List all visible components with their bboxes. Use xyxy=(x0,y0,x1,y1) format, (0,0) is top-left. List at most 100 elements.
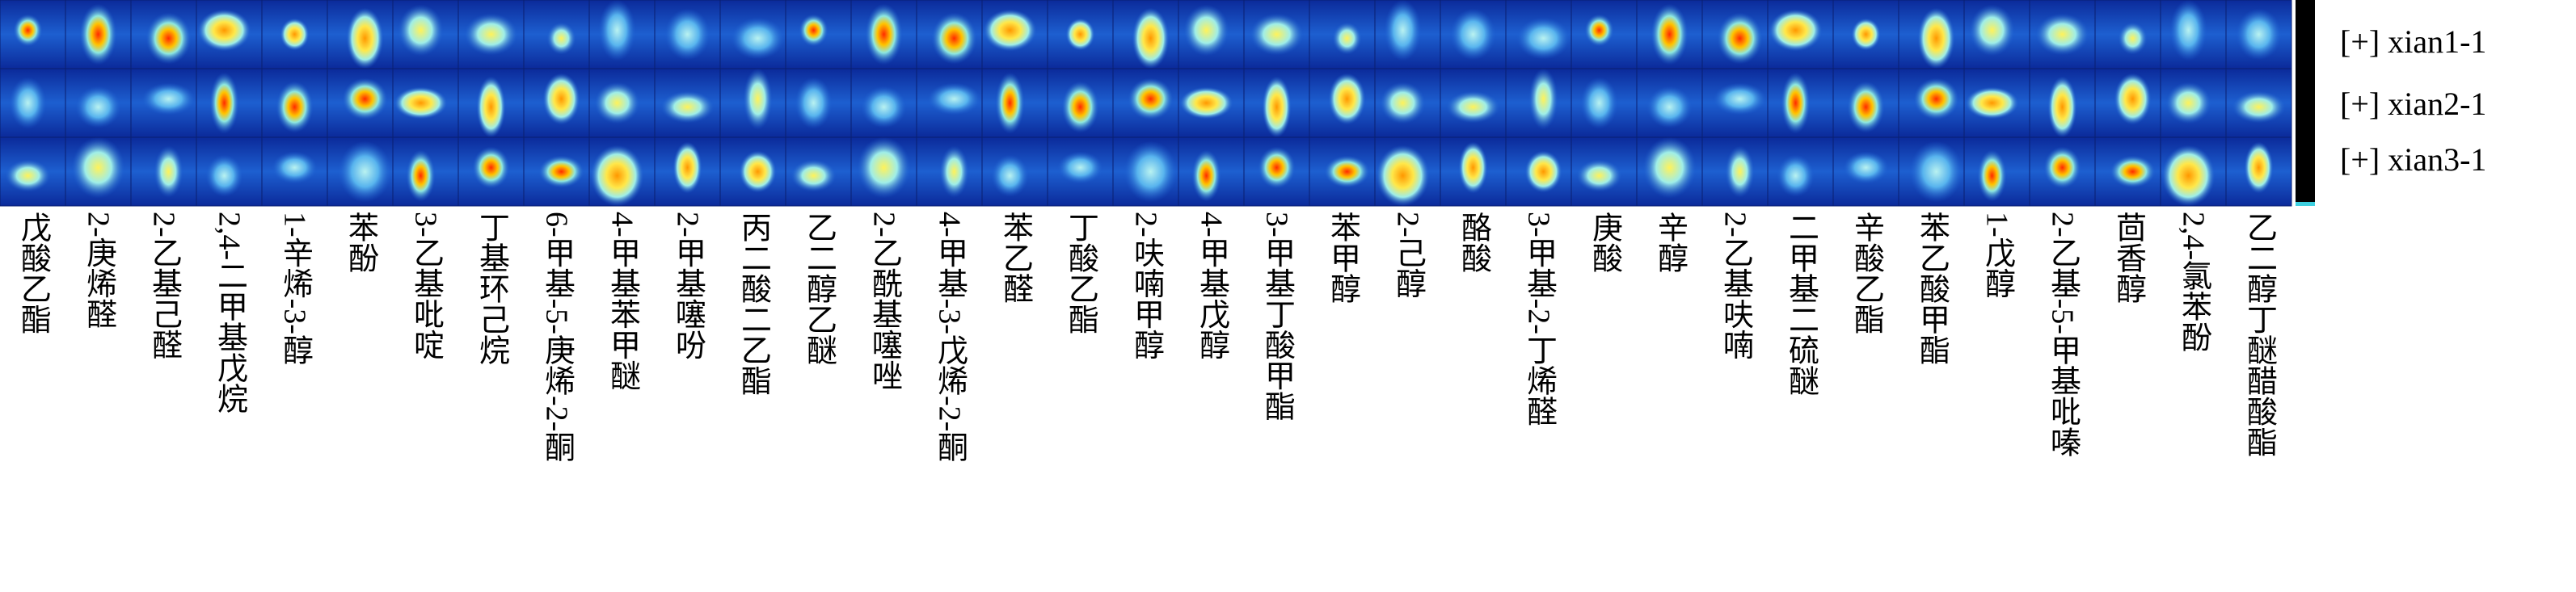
heatmap xyxy=(0,0,2315,207)
cell-peak xyxy=(476,76,506,138)
column-label: 2-甲基噻吩 xyxy=(670,212,705,360)
colorbar xyxy=(2296,0,2315,202)
cell-peak xyxy=(2114,73,2152,125)
column-label: 乙二醇丁醚醋酸酯 xyxy=(2241,212,2276,457)
column-label: 2-乙基-5-甲基吡嗪 xyxy=(2045,212,2080,457)
cell-peak xyxy=(209,72,239,134)
cell-peak xyxy=(865,3,903,65)
cell-peak xyxy=(1651,3,1689,65)
cell-peak xyxy=(1646,86,1693,128)
cell-peak xyxy=(154,145,183,198)
cell-peak xyxy=(338,141,392,203)
cell-peak xyxy=(672,141,702,194)
cell-peak xyxy=(1057,151,1103,184)
cell-peak xyxy=(660,90,715,124)
cell-peak xyxy=(1777,154,1815,197)
cell-peak xyxy=(1580,77,1618,129)
column-label: 2-乙酰基噻唑 xyxy=(866,212,901,391)
column-label: 2,4-氯苯酚 xyxy=(2176,212,2211,353)
cell-peak xyxy=(13,14,43,47)
cell-peak xyxy=(1191,149,1221,202)
column-label: 2-乙基呋喃 xyxy=(1718,212,1752,360)
cell-peak xyxy=(346,7,384,69)
cell-peak xyxy=(664,8,710,61)
cell-peak xyxy=(983,9,1037,52)
cell-peak xyxy=(2043,146,2081,189)
column-label: 丙二酸二乙酯 xyxy=(736,212,770,396)
cell-peak xyxy=(1725,145,1755,198)
cell-peak xyxy=(1528,68,1558,130)
cell-peak xyxy=(991,154,1029,197)
cell-peak xyxy=(280,18,310,51)
cell-peak xyxy=(590,145,644,207)
row-label: [+] xian2-1 xyxy=(2340,86,2487,122)
cell-peak xyxy=(1183,4,1229,57)
cell-peak xyxy=(1965,86,2019,120)
cell-peak xyxy=(546,22,576,55)
cell-peak xyxy=(2035,13,2089,56)
cell-peak xyxy=(1969,4,2015,57)
cell-peak xyxy=(276,81,314,133)
cell-peak xyxy=(1324,155,1370,188)
cell-peak xyxy=(1446,90,1500,124)
cell-peak xyxy=(79,3,117,65)
cell-peak xyxy=(71,136,125,199)
cell-peak xyxy=(2244,141,2274,194)
cell-peak xyxy=(1258,146,1296,189)
cell-peak xyxy=(791,159,837,192)
cell-peak xyxy=(795,77,833,129)
cell-peak xyxy=(1124,141,1178,203)
column-label: 丁酸乙酯 xyxy=(1063,212,1098,334)
cell-peak xyxy=(1328,73,1366,125)
cell-peak xyxy=(1851,18,1881,51)
column-label: 4-甲基戊醇 xyxy=(1194,212,1229,360)
cell-peak xyxy=(9,77,47,129)
cell-peak xyxy=(731,17,785,60)
column-label: 6-甲基-5-庚烯-2-酮 xyxy=(539,212,574,463)
cell-peak xyxy=(141,82,196,115)
column-label: 3-乙基吡啶 xyxy=(408,212,443,360)
cell-peak xyxy=(1450,8,1496,61)
column-label: 乙二醇乙醚 xyxy=(801,212,836,365)
cell-peak xyxy=(739,150,777,193)
cell-peak xyxy=(598,0,636,61)
cell-peak xyxy=(394,86,448,120)
cell-peak xyxy=(1909,141,1963,203)
cell-peak xyxy=(464,13,518,56)
cell-peak xyxy=(398,4,444,57)
cell-peak xyxy=(927,82,981,115)
cell-peak xyxy=(1769,9,1823,52)
cell-peak xyxy=(2161,145,2216,207)
column-label: 苯酚 xyxy=(343,212,377,273)
cell-peak xyxy=(1642,136,1697,199)
colorbar-end xyxy=(2296,202,2315,206)
cell-peak xyxy=(1713,82,1767,115)
cell-peak xyxy=(1061,81,1099,133)
cell-peak xyxy=(1250,13,1304,56)
column-label: 2-呋喃甲醇 xyxy=(1128,212,1163,360)
column-label: 苯甲醇 xyxy=(1325,212,1360,304)
cell-peak xyxy=(857,136,911,199)
cell-peak xyxy=(2169,0,2207,61)
column-label: 庚酸 xyxy=(1587,212,1621,273)
column-label: 苯乙酸甲酯 xyxy=(1914,212,1949,365)
cell-peak xyxy=(145,12,192,65)
column-label: 2,4-二甲基戊烷 xyxy=(212,212,247,414)
cell-peak xyxy=(272,151,318,184)
cell-peak xyxy=(743,68,773,130)
cell-peak xyxy=(1847,81,1885,133)
cell-peak xyxy=(1380,82,1426,124)
cell-peak xyxy=(1132,7,1170,69)
cell-peak xyxy=(861,86,907,128)
cell-peak xyxy=(1384,0,1422,61)
cell-peak xyxy=(1179,86,1233,120)
cell-peak xyxy=(5,159,51,192)
column-label: 4-甲基苯甲醚 xyxy=(605,212,639,391)
cell-peak xyxy=(2165,82,2211,124)
cell-peak xyxy=(197,9,251,52)
row-label: [+] xian1-1 xyxy=(2340,23,2487,60)
row-label: [+] xian3-1 xyxy=(2340,141,2487,178)
cell-peak xyxy=(931,12,977,65)
cell-peak xyxy=(2118,22,2148,55)
